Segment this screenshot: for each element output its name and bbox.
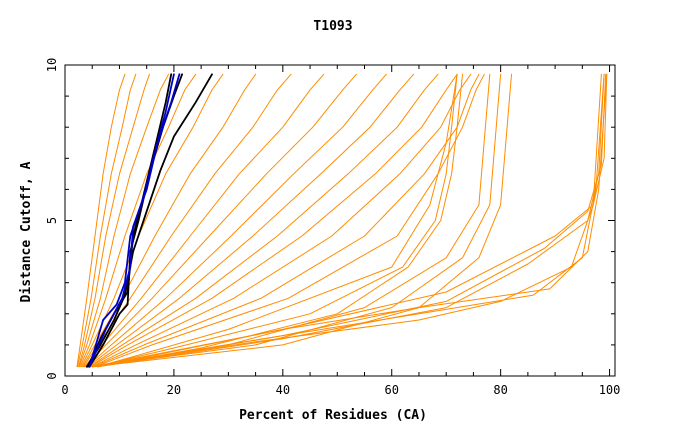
y-tick-label: 5 (45, 217, 59, 224)
series-line-22 (91, 73, 502, 368)
y-tick-label: 0 (45, 372, 59, 379)
series-line-3 (78, 73, 150, 368)
series-line-18 (94, 73, 458, 368)
x-tick-label: 20 (167, 383, 181, 397)
series-line-12 (87, 73, 414, 368)
y-axis-label: Distance Cutoff, A (19, 161, 34, 302)
series-line-32 (85, 73, 213, 368)
x-tick-label: 80 (493, 383, 507, 397)
series-line-7 (81, 73, 257, 368)
series-line-11 (86, 73, 387, 368)
series-line-28 (91, 73, 605, 368)
series-line-25 (97, 73, 607, 368)
series-line-24 (97, 73, 608, 368)
series-line-17 (94, 73, 485, 368)
plot-lines (76, 73, 608, 368)
series-line-14 (90, 73, 458, 368)
x-tick-label: 60 (385, 383, 399, 397)
x-tick-label: 0 (61, 383, 68, 397)
series-line-9 (84, 73, 325, 368)
x-axis-label: Percent of Residues (CA) (239, 408, 427, 423)
series-line-21 (91, 73, 491, 368)
series-line-10 (85, 73, 357, 368)
series-line-19 (97, 73, 463, 368)
series-line-26 (97, 73, 605, 368)
series-line-23 (91, 73, 512, 368)
series-line-4 (78, 73, 169, 368)
series-line-33 (88, 73, 175, 368)
chart-title: T1093 (313, 19, 352, 34)
series-line-6 (80, 73, 224, 368)
series-line-34 (88, 73, 181, 368)
series-line-27 (91, 73, 608, 368)
series-line-20 (97, 73, 458, 368)
series-line-29 (91, 73, 602, 368)
series-line-16 (92, 73, 480, 368)
series-line-1 (76, 73, 126, 368)
x-tick-label: 100 (599, 383, 621, 397)
series-line-2 (77, 73, 137, 368)
x-tick-label: 40 (276, 383, 290, 397)
series-line-15 (91, 73, 472, 368)
series-line-30 (87, 73, 173, 368)
axis-ticks (64, 64, 615, 377)
y-tick-label: 10 (45, 58, 59, 72)
series-line-5 (79, 73, 197, 368)
series-line-13 (89, 73, 439, 368)
axis-tick-labels: 0 20 40 60 80 100 0 5 10 (45, 58, 620, 397)
